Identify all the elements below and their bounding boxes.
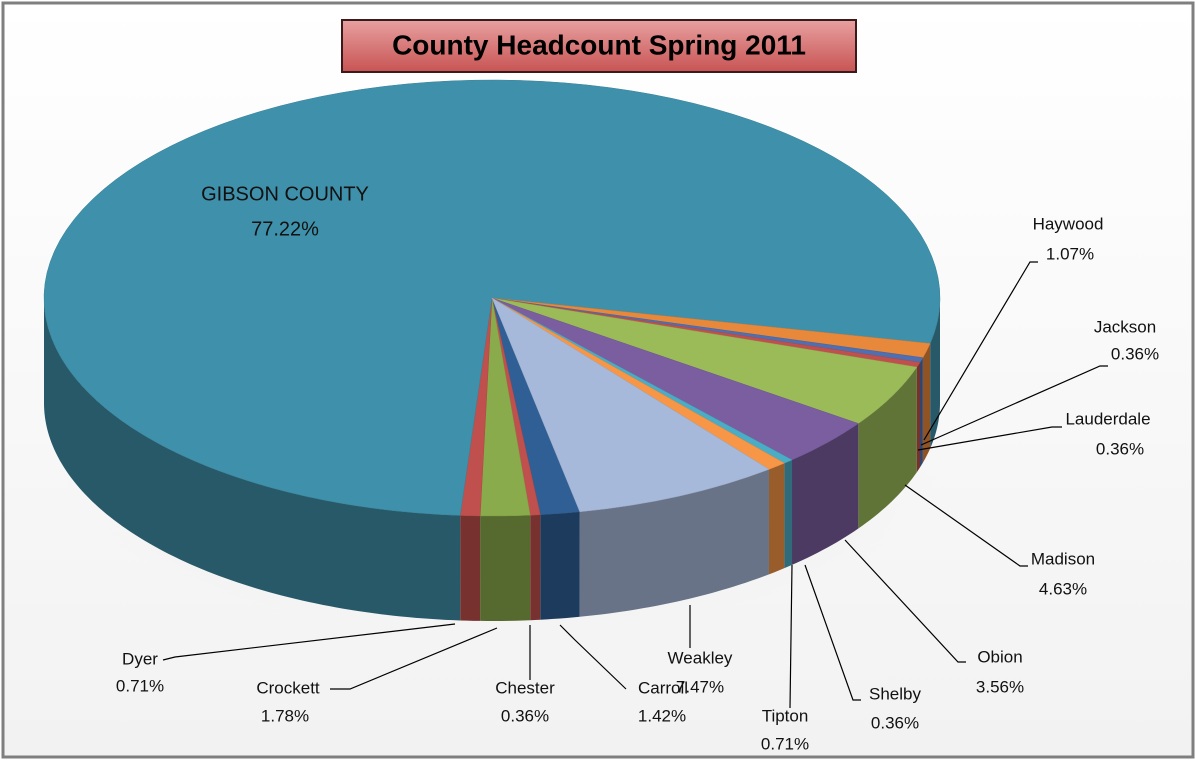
leader-line <box>917 426 1062 451</box>
category-label: Madison <box>1031 549 1095 568</box>
slice-side <box>460 515 481 621</box>
slice-side <box>768 463 785 575</box>
value-label: 1.78% <box>261 706 309 725</box>
category-label: Haywood <box>1033 214 1104 233</box>
leader-line <box>844 539 966 663</box>
leader-line <box>920 365 1108 446</box>
value-label: 3.56% <box>976 677 1024 696</box>
category-label: Carroll <box>638 678 688 697</box>
category-label: Jackson <box>1094 317 1156 336</box>
value-label: 1.07% <box>1046 244 1094 263</box>
value-label: 7.47% <box>676 677 724 696</box>
slice-side <box>920 357 923 468</box>
value-label: 0.36% <box>1111 344 1159 363</box>
value-label: 4.63% <box>1039 579 1087 598</box>
leader-line <box>923 261 1038 441</box>
value-label: 0.36% <box>501 706 549 725</box>
leader-line <box>162 623 456 661</box>
category-label: Shelby <box>869 684 921 703</box>
value-label: 1.42% <box>638 706 686 725</box>
slice-side <box>858 367 917 529</box>
slice-side <box>480 515 531 621</box>
value-label: 0.36% <box>871 713 919 732</box>
pie <box>43 79 941 621</box>
leader-line <box>559 624 627 690</box>
slice-side <box>930 298 940 449</box>
leader-line <box>330 627 498 690</box>
value-label: 0.71% <box>761 734 809 753</box>
slice-side <box>784 459 793 569</box>
slice-side <box>792 423 859 565</box>
category-label: Crockett <box>256 678 320 697</box>
title-box <box>341 19 857 73</box>
leader-line <box>804 564 861 701</box>
category-label: Tipton <box>762 706 809 725</box>
slice-side <box>916 362 921 473</box>
slice-side <box>530 514 541 621</box>
slice <box>491 297 770 513</box>
slice-side <box>44 298 461 621</box>
category-label: Chester <box>495 678 555 697</box>
value-label: 77.22% <box>251 218 319 240</box>
slice-side <box>922 343 931 463</box>
category-label: Lauderdale <box>1065 409 1150 428</box>
labels: Carroll 1.42% Chester 0.36% Crockett 1.78% Dye… <box>116 183 1159 753</box>
slice-side <box>540 511 580 620</box>
slice-side <box>579 469 769 617</box>
category-label: Weakley <box>668 648 733 667</box>
chart-title: County Headcount Spring 2011 <box>392 29 806 60</box>
leader-line <box>789 564 793 709</box>
value-label: 0.71% <box>116 676 164 695</box>
value-label: 0.36% <box>1096 439 1144 458</box>
category-label: Obion <box>977 647 1022 666</box>
leader-line <box>904 484 1028 567</box>
category-label: Dyer <box>122 649 158 668</box>
category-label: GIBSON COUNTY <box>201 183 369 205</box>
